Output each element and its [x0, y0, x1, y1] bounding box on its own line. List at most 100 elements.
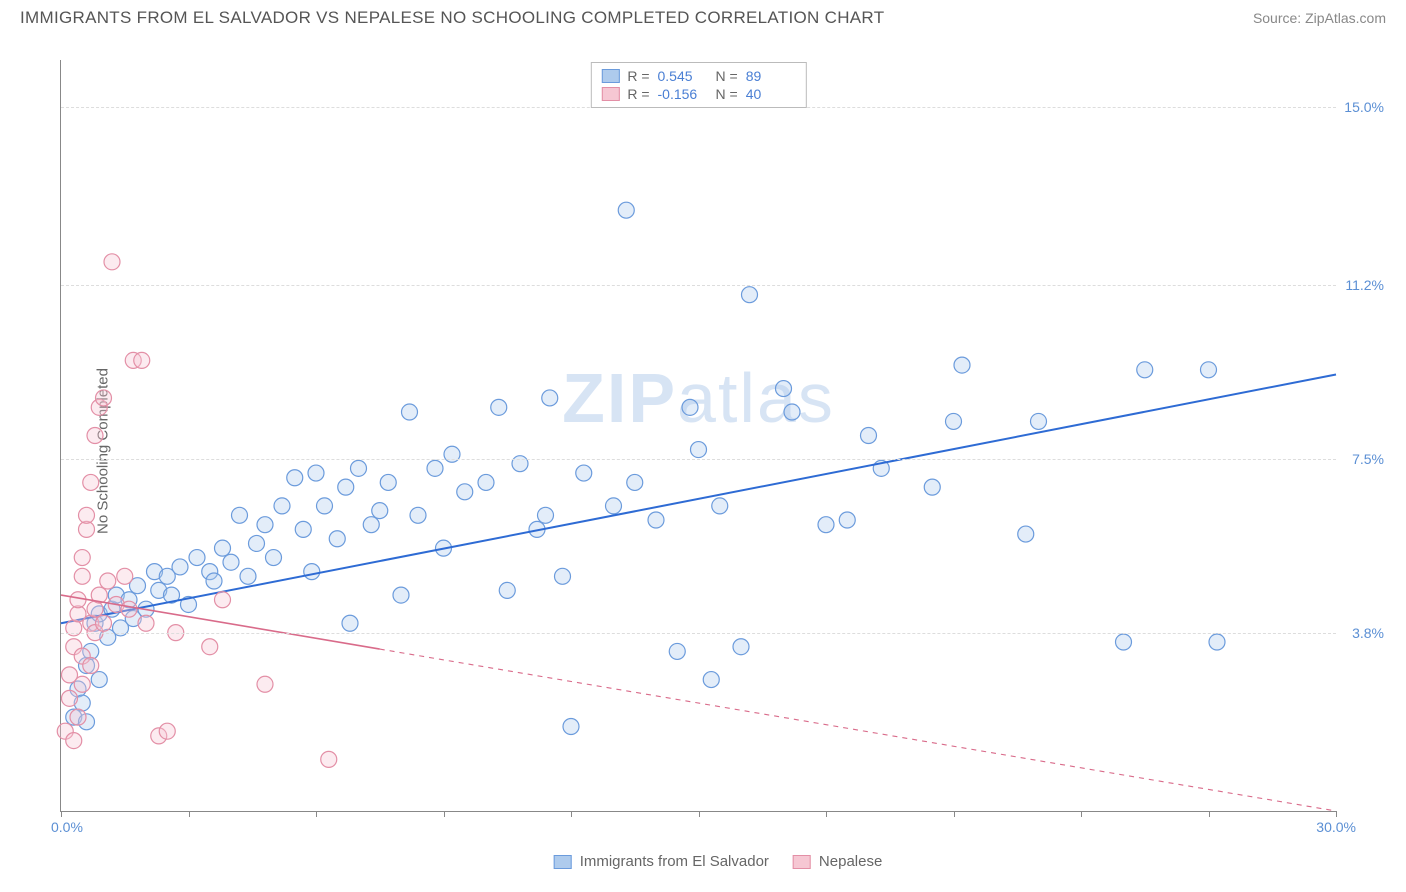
- x-tick: [1336, 811, 1337, 817]
- data-point: [274, 498, 290, 514]
- data-point: [66, 733, 82, 749]
- data-point: [839, 512, 855, 528]
- data-point: [380, 474, 396, 490]
- data-point: [96, 615, 112, 631]
- data-point: [946, 413, 962, 429]
- data-point: [682, 399, 698, 415]
- data-point: [818, 517, 834, 533]
- legend-row: R =-0.156N =40: [601, 85, 795, 103]
- plot-area: R =0.545N =89R =-0.156N =40 ZIPatlas 0.0…: [60, 60, 1336, 812]
- source-attribution: Source: ZipAtlas.com: [1253, 10, 1386, 26]
- legend-item: Nepalese: [793, 853, 882, 870]
- data-point: [62, 690, 78, 706]
- data-point: [79, 507, 95, 523]
- x-tick: [316, 811, 317, 817]
- x-tick: [189, 811, 190, 817]
- stats-legend: R =0.545N =89R =-0.156N =40: [590, 62, 806, 108]
- data-point: [742, 287, 758, 303]
- x-tick: [444, 811, 445, 817]
- data-point: [363, 517, 379, 533]
- x-max-label: 30.0%: [1316, 819, 1356, 835]
- data-point: [257, 517, 273, 533]
- data-point: [393, 587, 409, 603]
- x-tick: [61, 811, 62, 817]
- legend-swatch: [793, 855, 811, 869]
- gridline: [61, 633, 1336, 634]
- data-point: [189, 550, 205, 566]
- data-point: [954, 357, 970, 373]
- data-point: [206, 573, 222, 589]
- data-point: [287, 470, 303, 486]
- n-value: 89: [746, 68, 796, 84]
- data-point: [321, 751, 337, 767]
- data-point: [317, 498, 333, 514]
- data-point: [499, 582, 515, 598]
- data-point: [266, 550, 282, 566]
- legend-swatch: [601, 69, 619, 83]
- data-point: [410, 507, 426, 523]
- r-value: -0.156: [658, 86, 708, 102]
- data-point: [83, 474, 99, 490]
- data-point: [308, 465, 324, 481]
- data-point: [861, 428, 877, 444]
- n-label: N =: [716, 68, 738, 84]
- data-point: [87, 428, 103, 444]
- data-point: [240, 568, 256, 584]
- y-tick-label: 3.8%: [1352, 625, 1384, 641]
- data-point: [606, 498, 622, 514]
- n-value: 40: [746, 86, 796, 102]
- legend-item: Immigrants from El Salvador: [554, 853, 769, 870]
- data-point: [329, 531, 345, 547]
- data-point: [703, 672, 719, 688]
- data-point: [555, 568, 571, 584]
- data-point: [457, 484, 473, 500]
- data-point: [1031, 413, 1047, 429]
- x-tick: [1081, 811, 1082, 817]
- data-point: [776, 381, 792, 397]
- x-tick: [1209, 811, 1210, 817]
- data-point: [249, 535, 265, 551]
- data-point: [372, 503, 388, 519]
- gridline: [61, 459, 1336, 460]
- data-point: [542, 390, 558, 406]
- data-point: [96, 390, 112, 406]
- data-point: [74, 550, 90, 566]
- data-point: [1137, 362, 1153, 378]
- legend-label: Nepalese: [819, 853, 882, 870]
- legend-row: R =0.545N =89: [601, 67, 795, 85]
- r-label: R =: [627, 68, 649, 84]
- data-point: [712, 498, 728, 514]
- data-point: [257, 676, 273, 692]
- data-point: [74, 676, 90, 692]
- data-point: [427, 460, 443, 476]
- y-tick-label: 15.0%: [1344, 99, 1384, 115]
- data-point: [1116, 634, 1132, 650]
- data-point: [104, 254, 120, 270]
- legend-label: Immigrants from El Salvador: [580, 853, 769, 870]
- series-legend: Immigrants from El Salvador Nepalese: [554, 853, 883, 870]
- x-tick: [699, 811, 700, 817]
- data-point: [1018, 526, 1034, 542]
- data-point: [159, 723, 175, 739]
- data-point: [100, 573, 116, 589]
- scatter-svg: [61, 60, 1336, 811]
- data-point: [669, 643, 685, 659]
- data-point: [618, 202, 634, 218]
- data-point: [491, 399, 507, 415]
- data-point: [117, 568, 133, 584]
- data-point: [83, 657, 99, 673]
- data-point: [402, 404, 418, 420]
- data-point: [134, 352, 150, 368]
- data-point: [351, 460, 367, 476]
- data-point: [627, 474, 643, 490]
- r-label: R =: [627, 86, 649, 102]
- data-point: [223, 554, 239, 570]
- data-point: [74, 568, 90, 584]
- data-point: [232, 507, 248, 523]
- data-point: [538, 507, 554, 523]
- data-point: [924, 479, 940, 495]
- data-point: [563, 719, 579, 735]
- y-tick-label: 11.2%: [1345, 277, 1384, 293]
- data-point: [215, 592, 231, 608]
- y-tick-label: 7.5%: [1352, 451, 1384, 467]
